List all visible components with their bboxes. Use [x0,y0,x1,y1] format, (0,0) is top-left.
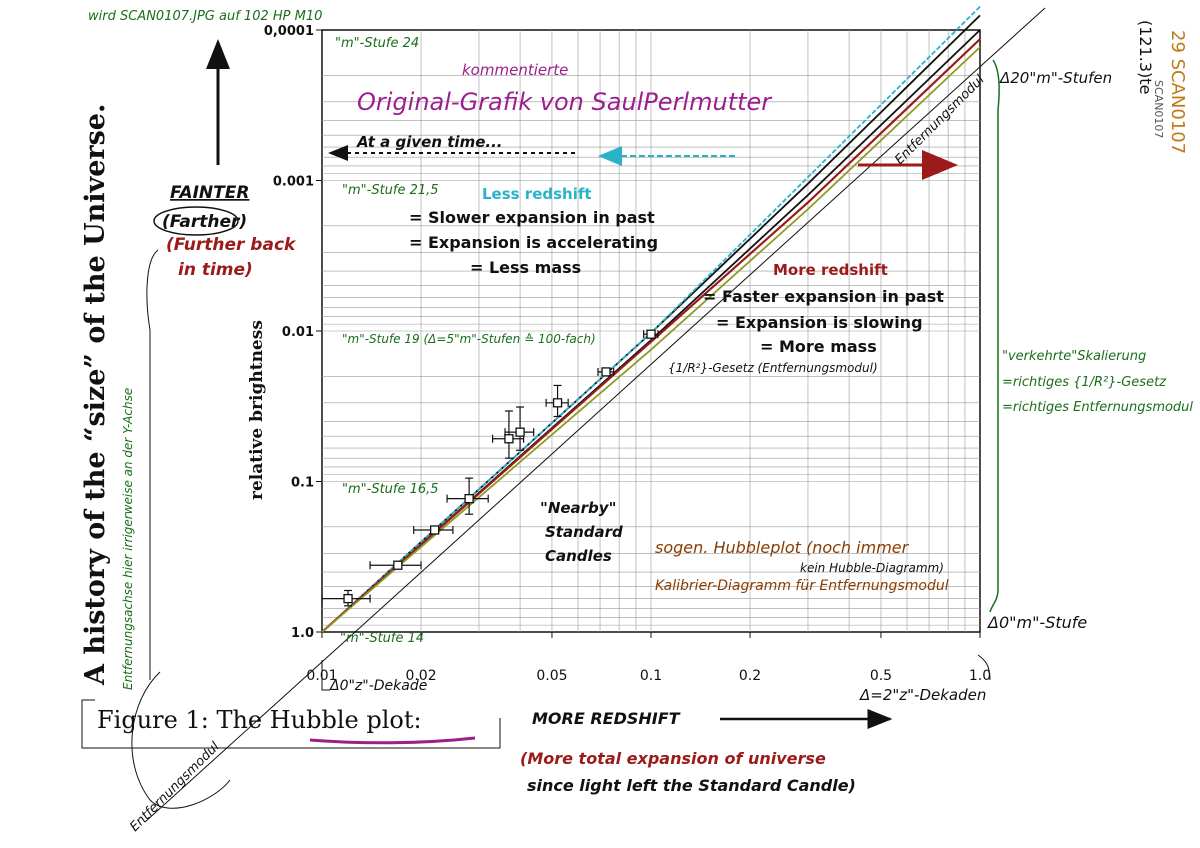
hubble-plot-title: The Hubble plot: [216,706,421,734]
data-point [464,493,474,504]
less-mass-label: = Less mass [470,258,581,277]
vertical-title: A history of the “size” of the Universe. [80,104,111,686]
scan-note: wird SCAN0107.JPG auf 102 HP M10 [88,9,322,24]
verkehrte-label: "verkehrte"Skalierung [1002,349,1146,364]
more-redshift-caption: MORE REDSHIFT [532,709,681,728]
y-tick-label: 0.001 [273,175,314,190]
x-tick-label: 0.2 [739,668,761,684]
accelerating-label: = Expansion is accelerating [409,233,658,252]
plot-grid [322,30,980,632]
x-tick-label: 0.02 [405,668,436,684]
data-point [393,560,403,570]
data-points [321,329,659,607]
slowing-label: = Expansion is slowing [716,313,923,332]
kommentierte-label: kommentierte [462,61,568,79]
y-tick-label: 0.01 [282,325,314,340]
at-given-time-label: At a given time... [356,133,502,151]
series-line-less-redshift [321,6,981,633]
faster-label: = Faster expansion in past [703,287,944,306]
y-tick-labels: 1.0 0.1 0.01 0.001 0,0001 [264,24,322,641]
x-tick-label: 0.1 [640,668,662,684]
right-delta-bracket [977,654,991,681]
axis-note-vertical: Entfernungsachse hier irrigerweise an de… [121,388,135,690]
further-label-2: in time) [178,260,253,280]
data-point [515,427,525,437]
y-tick-label: 0.1 [291,476,314,491]
x-tick-labels: 0.01 0.02 0.05 0.1 0.2 0.5 1.0 [306,632,991,684]
series-line-more-redshift [321,38,981,633]
original-grafik-label: Original-Grafik von SaulPerlmutter [357,88,773,116]
m-stufe-14: "m"-Stufe 14 [340,631,424,646]
y-tick-label: 0,0001 [264,24,314,39]
expansion-caption-2: since light left the Standard Candle) [527,776,856,795]
richtiges-gesetz-label: =richtiges {1/R²}-Gesetz [1002,375,1167,390]
kalibrier-label: Kalibrier-Diagramm für Entfernungsmodul [655,578,949,594]
delta-2-z-dekaden: Δ=2"z"-Dekaden [859,686,986,704]
fainter-label: FAINTER [170,183,249,203]
data-point [343,593,353,604]
delta-20-m-stufen: Δ20"m"-Stufen [999,69,1112,87]
nearby-label-1: "Nearby" [540,499,616,517]
entfernungsmodul-diagonal [144,7,1046,823]
further-label-1: (Further back [166,235,297,255]
hubble-underline [309,736,476,745]
data-point [430,525,440,535]
more-mass-label: = More mass [760,337,877,356]
m-stufe-16-5: "m"-Stufe 16,5 [342,482,439,497]
m-stufe-24: "m"-Stufe 24 [335,36,419,51]
data-point [601,367,611,377]
sogen-hubbleplot-label: sogen. Hubbleplot (noch immer [655,538,910,557]
slower-label: = Slower expansion in past [409,208,655,227]
delta-0-m-stufe: Δ0"m"-Stufe [986,613,1087,632]
m-stufe-19: "m"-Stufe 19 (Δ=5"m"-Stufen ≙ 100-fach) [342,332,596,346]
delta-0-z-dekade: Δ0"z"-Dekade [329,678,427,694]
left-bracket [146,249,159,680]
farther-label: (Farther) [162,212,247,232]
right-bracket [989,59,1000,613]
series-line-entfernungsmodul [321,46,981,633]
data-point [552,398,563,408]
data-point [504,434,514,444]
more-redshift-label: More redshift [773,261,888,279]
x-tick-label: 0.05 [536,668,567,684]
x-tick-label: 1.0 [969,668,991,684]
expansion-caption-1: (More total expansion of universe [520,749,826,768]
less-redshift-label: Less redshift [482,185,592,203]
corner-note-scan: SCAN0107 [1152,80,1165,138]
nearby-label-2: Standard [545,523,623,541]
richtiges-modul-label: =richtiges Entfernungsmodul [1002,400,1193,415]
farther-circle [153,206,239,236]
y-axis-label: relative brightness [247,320,267,500]
data-point [646,329,656,339]
kein-hubble-label: kein Hubble-Diagramm) [800,561,944,575]
entfernungsmodul-loop [131,671,231,809]
figure-label: Figure 1: The Hubble plot: [97,706,422,734]
y-tick-label: 1.0 [291,626,314,641]
x-tick-label: 0.5 [870,668,892,684]
m-stufe-21-5: "m"-Stufe 21,5 [342,183,439,198]
hubble-chart: 0.01 0.02 0.05 0.1 0.2 0.5 1.0 1.0 0.1 0.01 0.001… [144,6,1046,823]
series-lines [321,6,981,633]
caption-bracket [81,699,501,749]
corner-note-ref: (121.3)te [1136,20,1155,94]
gesetz-label: {1/R²}-Gesetz (Entfernungsmodul) [668,361,878,375]
bottom-delta-bracket [321,660,330,691]
figure-prefix: Figure 1: [97,706,216,734]
corner-note-scan-orange: 29 SCAN0107 [1167,30,1188,154]
nearby-label-3: Candles [545,547,612,565]
